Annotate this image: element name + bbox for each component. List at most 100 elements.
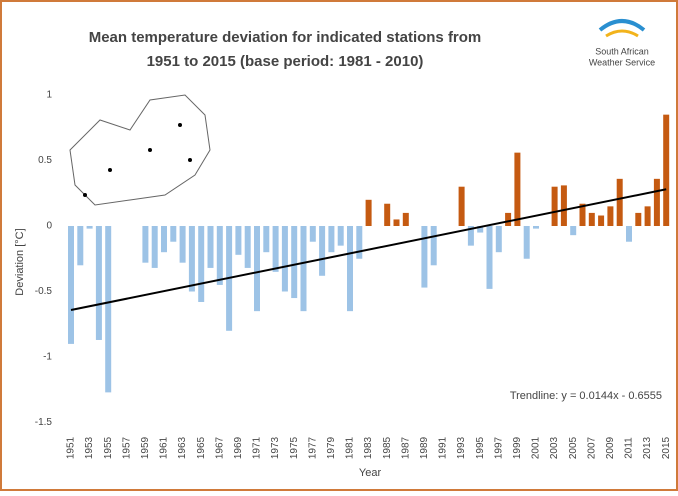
bar (365, 199, 372, 226)
x-tick-label: 1987 (400, 436, 411, 459)
station (148, 148, 152, 152)
bar (198, 226, 205, 302)
bar (105, 226, 112, 393)
x-tick-label: 1971 (252, 436, 263, 459)
bar (291, 226, 298, 299)
bar (579, 203, 586, 226)
x-tick-label: 1955 (103, 436, 114, 459)
bar (207, 226, 214, 268)
bar (430, 226, 437, 266)
logo-text: South African (595, 46, 649, 56)
x-tick-label: 1977 (307, 436, 318, 459)
x-tick-label: 1969 (233, 436, 244, 459)
bar (551, 186, 558, 226)
bar (467, 226, 474, 246)
bar (281, 226, 288, 292)
x-tick-label: 1989 (419, 436, 430, 459)
x-tick-label: 1999 (512, 436, 523, 459)
x-tick-label: 1965 (196, 436, 207, 459)
bar (95, 226, 102, 340)
logo-text: Weather Service (589, 57, 655, 67)
bar (421, 226, 428, 288)
x-tick-label: 1953 (84, 436, 95, 459)
bar (486, 226, 493, 289)
map-inset (69, 94, 211, 206)
bar (635, 212, 642, 226)
bar (458, 186, 465, 226)
x-tick-label: 2013 (642, 436, 653, 459)
bar (588, 212, 595, 226)
y-tick-label: 1 (46, 90, 52, 101)
x-tick-label: 1967 (214, 436, 225, 459)
bar (216, 226, 223, 285)
bar (309, 226, 316, 242)
x-tick-label: 1957 (121, 436, 132, 459)
bar (77, 226, 84, 266)
x-tick-label: 2001 (531, 436, 542, 459)
bar (319, 226, 326, 276)
bar (402, 212, 409, 226)
bar (170, 226, 177, 242)
y-tick-label: -1.5 (35, 417, 53, 428)
bar (607, 206, 614, 226)
bar (653, 178, 660, 226)
x-tick-label: 1963 (177, 436, 188, 459)
bar (347, 226, 353, 312)
y-axis-label: Deviation [°C] (14, 228, 26, 295)
y-tick-label: -1 (43, 352, 52, 363)
x-tick-label: 1975 (289, 436, 300, 459)
bar (86, 226, 93, 229)
chart-title: Mean temperature deviation for indicated… (89, 29, 482, 46)
x-tick-label: 2003 (549, 436, 560, 459)
bar (244, 226, 251, 268)
logo: South African Weather Service (589, 19, 655, 67)
y-tick-label: 0.5 (38, 155, 52, 166)
bar (560, 185, 567, 226)
station (178, 123, 182, 127)
station (188, 158, 192, 162)
bar (235, 226, 242, 255)
logo-arc (605, 29, 639, 38)
bar (272, 226, 279, 272)
x-tick-label: 1993 (456, 436, 467, 459)
bar (393, 219, 400, 226)
bar (570, 226, 577, 236)
x-tick-label: 1997 (493, 436, 504, 459)
bar (356, 226, 363, 259)
bar (263, 226, 270, 253)
x-tick-label: 2007 (586, 436, 597, 459)
logo-arc (598, 19, 646, 32)
bar (384, 203, 391, 226)
bar (300, 226, 307, 312)
bar (644, 206, 651, 226)
bar (495, 226, 502, 253)
bar (505, 212, 512, 226)
bar (514, 152, 521, 226)
station (83, 193, 87, 197)
x-tick-label: 1959 (140, 436, 151, 459)
bar (523, 226, 530, 259)
x-tick-label: 1991 (438, 436, 449, 459)
x-tick-label: 1961 (159, 436, 170, 459)
trendline (70, 188, 667, 311)
bar (477, 226, 484, 233)
bar (151, 226, 158, 268)
station (108, 168, 112, 172)
bar (179, 226, 186, 263)
x-tick-label: 1995 (475, 436, 486, 459)
y-tick-label: 0 (46, 221, 52, 232)
y-tick-label: -0.5 (35, 286, 53, 297)
bar (626, 226, 632, 242)
bar (337, 226, 344, 246)
bar (616, 178, 623, 226)
map-outline (69, 94, 211, 206)
bar (328, 226, 335, 253)
bar (598, 215, 605, 226)
bar (533, 226, 539, 229)
bar (68, 226, 74, 344)
x-tick-label: 1973 (270, 436, 281, 459)
x-tick-label: 2009 (605, 436, 616, 459)
x-tick-label: 1983 (363, 436, 374, 459)
x-tick-label: 1951 (66, 436, 77, 459)
